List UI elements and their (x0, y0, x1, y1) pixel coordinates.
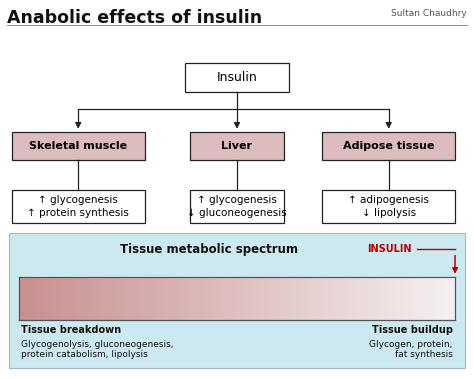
Text: ↓ lipolysis: ↓ lipolysis (362, 208, 416, 218)
FancyBboxPatch shape (185, 64, 289, 92)
Text: Anabolic effects of insulin: Anabolic effects of insulin (7, 9, 262, 27)
FancyBboxPatch shape (12, 190, 145, 223)
Text: INSULIN: INSULIN (367, 244, 412, 254)
FancyBboxPatch shape (322, 132, 455, 160)
Text: ↑ glycogenesis: ↑ glycogenesis (38, 195, 118, 205)
Text: ↑ adipogenesis: ↑ adipogenesis (348, 195, 429, 205)
FancyBboxPatch shape (190, 190, 284, 223)
Text: Liver: Liver (221, 141, 253, 151)
FancyBboxPatch shape (12, 132, 145, 160)
FancyBboxPatch shape (9, 233, 465, 368)
FancyBboxPatch shape (322, 190, 455, 223)
Text: Tissue metabolic spectrum: Tissue metabolic spectrum (119, 243, 298, 255)
Text: Catabolism: Catabolism (26, 292, 92, 305)
Text: Adipose tissue: Adipose tissue (343, 141, 434, 151)
Text: Skeletal muscle: Skeletal muscle (29, 141, 128, 151)
Text: Tissue buildup: Tissue buildup (372, 325, 453, 335)
Text: ↑ glycogenesis: ↑ glycogenesis (197, 195, 277, 205)
Text: Glycogen, protein,
fat synthesis: Glycogen, protein, fat synthesis (369, 340, 453, 359)
Text: ↑ protein synthesis: ↑ protein synthesis (27, 208, 129, 218)
Text: ↓ gluconeogenesis: ↓ gluconeogenesis (187, 208, 287, 218)
Text: Anabolism: Anabolism (386, 292, 448, 305)
Text: Insulin: Insulin (217, 71, 257, 84)
FancyBboxPatch shape (190, 132, 284, 160)
Text: Sultan Chaudhry: Sultan Chaudhry (391, 9, 467, 19)
Text: Glycogenolysis, gluconeogenesis,
protein catabolism, lipolysis: Glycogenolysis, gluconeogenesis, protein… (21, 340, 174, 359)
Text: Tissue breakdown: Tissue breakdown (21, 325, 121, 335)
